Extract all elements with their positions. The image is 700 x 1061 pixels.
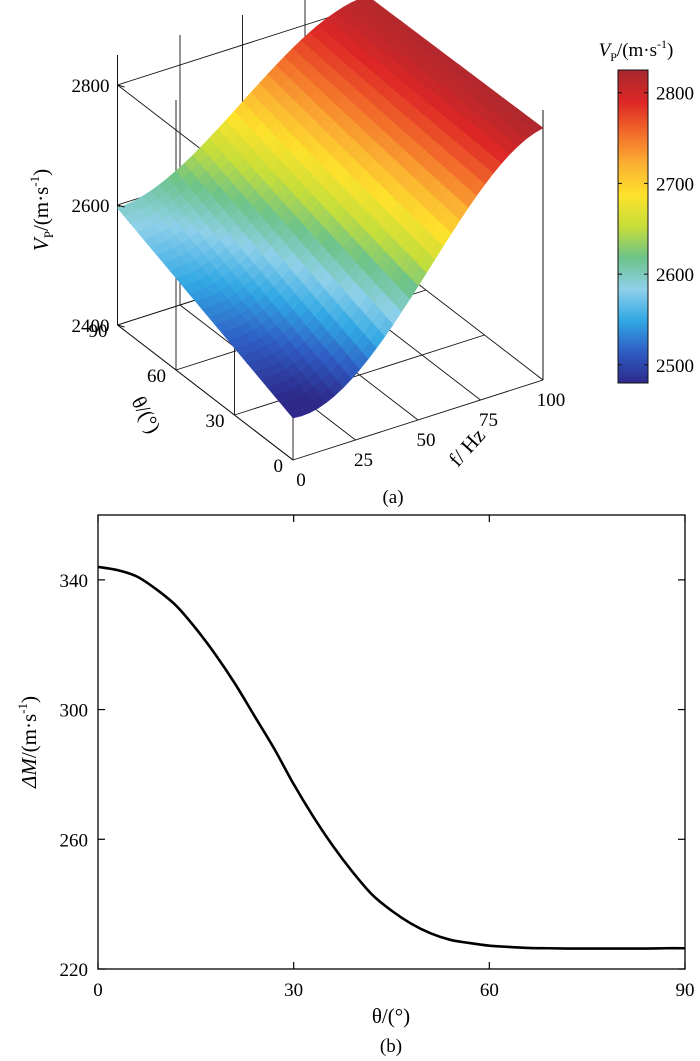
z-tick-label: 2800	[72, 76, 110, 97]
z-tick-label: 2600	[72, 196, 110, 217]
x-tick-label: 0	[296, 470, 306, 491]
y-tick-label: 30	[206, 411, 225, 432]
y-tick-label: 60	[147, 366, 166, 387]
y-tick-label: 0	[274, 456, 284, 477]
colorbar-tick-label: 2700	[656, 174, 694, 195]
colorbar-tick-label: 2800	[656, 84, 694, 105]
x-tick-label: 60	[480, 980, 499, 1001]
colorbar-bar	[618, 70, 648, 383]
surface-cell	[116, 204, 133, 217]
x-tick-label: 75	[479, 410, 498, 431]
surface-y-label: θ/(°)	[127, 392, 166, 437]
panel-a-label: (a)	[382, 487, 403, 508]
x-tick-label: 25	[354, 450, 373, 471]
z-tick-label: 2400	[72, 316, 110, 337]
surface-chart: 2400 2600 2800 0 30 60 90 0 25 50 75 100 VP/(m·s-1)…	[27, 0, 694, 508]
x-tick-label: 100	[537, 390, 566, 411]
y-tick-label: 90	[89, 321, 108, 342]
colorbar-ticks: 2500 2600 2700 2800	[617, 69, 694, 384]
panel-b-label: (b)	[380, 1036, 402, 1057]
line-series	[97, 565, 686, 950]
surface-z-label: VP/(m·s-1)	[27, 169, 56, 251]
z-tick-mark	[117, 324, 125, 328]
back-wall-grid-line	[117, 324, 294, 461]
y-tick-label: 340	[60, 571, 89, 592]
colorbar-title: VP/(m·s-1)	[599, 37, 674, 64]
y-tick-label: 220	[60, 960, 89, 981]
y-tick-label: 260	[60, 830, 89, 851]
line-chart-ticks: 0 30 60 90 220 260 300 340	[60, 515, 695, 1001]
colorbar: 2500 2600 2700 2800 VP/(m·s-1)	[599, 37, 694, 384]
colorbar-tick-label: 2500	[656, 356, 694, 377]
back-wall-grid-line	[117, 4, 368, 86]
x-tick-label: 30	[284, 980, 303, 1001]
x-tick-label: 90	[676, 980, 695, 1001]
x-tick-label: 50	[417, 430, 436, 451]
z-tick-mark	[117, 84, 125, 88]
line-chart-y-label: ΔM/(m·s-1)	[15, 696, 41, 789]
x-tick-label: 0	[93, 980, 103, 1001]
y-tick-label: 300	[60, 701, 89, 722]
colorbar-tick-label: 2600	[656, 265, 694, 286]
line-chart: 0 30 60 90 220 260 300 340 ΔM/(m·s-1) θ/(°) (b)	[15, 514, 695, 1057]
floor-grid-line	[292, 379, 544, 461]
surface-ticks: 2400 2600 2800 0 30 60 90 0 25 50 75 100	[72, 76, 566, 491]
surface-mesh	[116, 0, 544, 419]
colorbar-frame	[617, 69, 649, 384]
floor-grid-line	[234, 334, 485, 416]
line-chart-x-label: θ/(°)	[372, 1004, 410, 1028]
z-tick-mark	[117, 204, 125, 208]
line-chart-plot-area	[97, 514, 686, 970]
